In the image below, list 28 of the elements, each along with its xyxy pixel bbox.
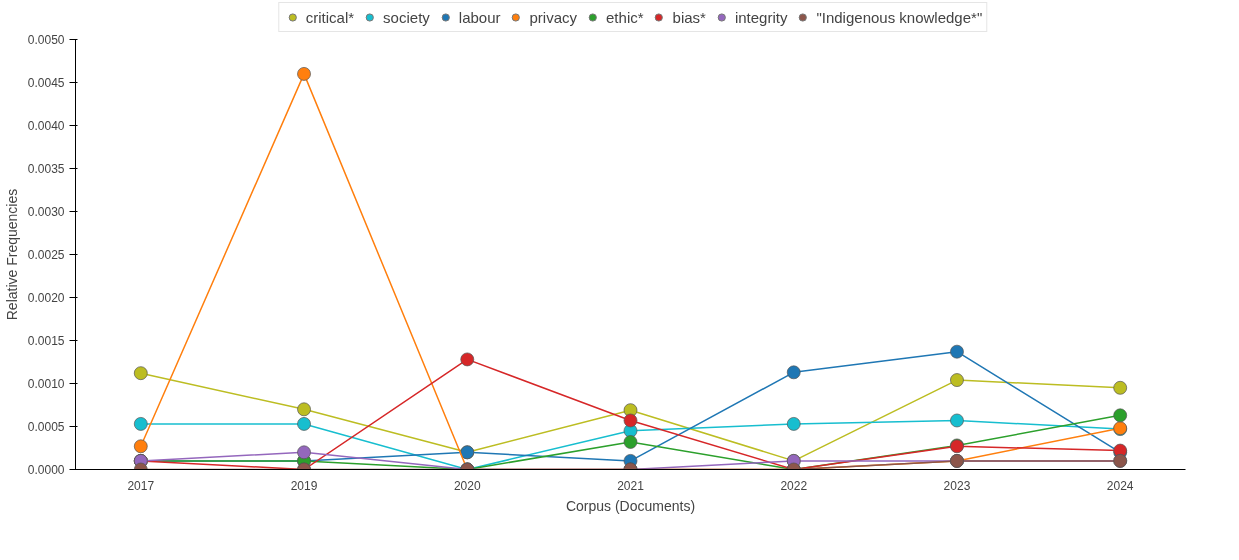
x-axis-title: Corpus (Documents) xyxy=(565,497,696,514)
legend-label: society xyxy=(383,8,430,26)
y-tick-label: 0.0035 xyxy=(27,162,65,176)
y-axis-title: Relative Frequencies xyxy=(3,188,20,321)
x-tick-label: 2017 xyxy=(127,478,155,493)
x-tick-label: 2021 xyxy=(617,478,645,493)
y-tick-label: 0.0025 xyxy=(27,248,65,262)
x-tick-label: 2020 xyxy=(453,478,481,493)
y-tick-label: 0.0000 xyxy=(27,463,65,477)
legend-label: "Indigenous knowledge*" xyxy=(816,8,983,26)
y-tick-label: 0.0020 xyxy=(27,291,65,305)
legend-label: integrity xyxy=(734,8,788,26)
x-tick-label: 2019 xyxy=(290,478,318,493)
legend-label: critical* xyxy=(305,8,355,26)
legend-label: privacy xyxy=(529,8,578,26)
x-tick-label: 2023 xyxy=(943,478,971,493)
y-tick-label: 0.0045 xyxy=(27,76,65,90)
y-tick-label: 0.0005 xyxy=(27,420,65,434)
legend-label: bias* xyxy=(672,8,706,26)
x-tick-label: 2022 xyxy=(780,478,808,493)
y-tick-label: 0.0050 xyxy=(27,33,65,47)
y-tick-label: 0.0015 xyxy=(27,334,65,348)
y-tick-label: 0.0040 xyxy=(27,119,65,133)
y-tick-label: 0.0010 xyxy=(27,377,65,391)
y-tick-label: 0.0030 xyxy=(27,205,65,219)
legend-label: ethic* xyxy=(606,8,644,26)
x-tick-label: 2024 xyxy=(1106,478,1134,493)
legend-label: labour xyxy=(458,8,501,26)
